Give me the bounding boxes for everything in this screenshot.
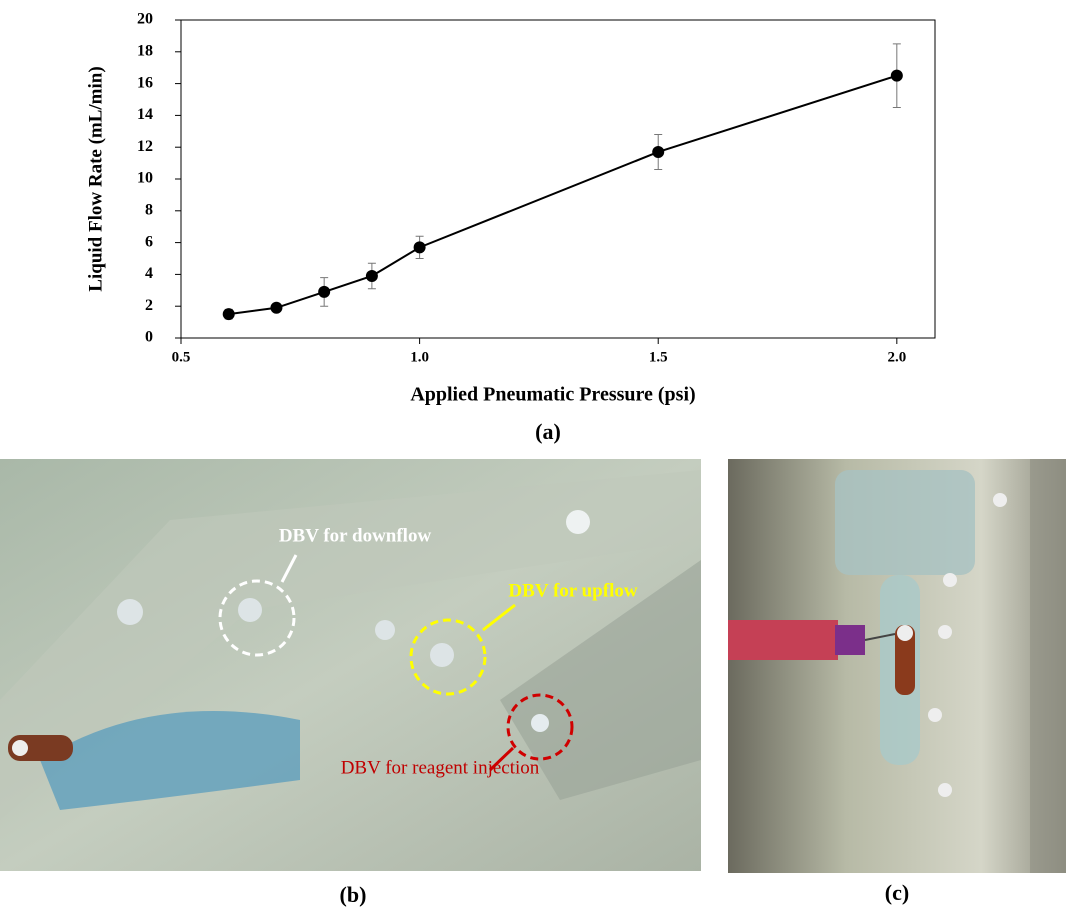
y-tick-label: 18	[137, 42, 153, 59]
y-tick-label: 2	[145, 297, 153, 314]
panel-label: (c)	[885, 880, 909, 905]
x-axis-label: Applied Pneumatic Pressure (psi)	[410, 384, 695, 406]
photo-annotation: DBV for reagent injection	[341, 757, 540, 778]
x-tick-label: 2.0	[887, 349, 906, 365]
x-tick-label: 1.0	[410, 349, 429, 365]
data-line	[228, 74, 898, 316]
plot-frame	[180, 19, 936, 339]
y-tick-label: 10	[137, 170, 153, 187]
data-point	[413, 241, 426, 254]
panel-label: (b)	[340, 882, 367, 907]
y-tick-label: 12	[137, 138, 153, 155]
panel-label: (a)	[535, 419, 561, 444]
y-axis-label: Liquid Flow Rate (mL/min)	[85, 66, 106, 291]
data-point	[652, 145, 665, 158]
data-point	[890, 69, 903, 82]
photo-c	[728, 459, 1066, 873]
x-tick-label: 0.5	[172, 349, 191, 365]
y-tick-label: 16	[137, 74, 153, 91]
y-tick-label: 8	[145, 201, 153, 218]
y-tick-label: 4	[145, 265, 153, 282]
x-tick-label: 1.5	[649, 349, 668, 365]
y-tick-label: 20	[137, 11, 153, 28]
data-point	[365, 269, 378, 282]
photo-b	[0, 459, 701, 871]
y-tick-label: 6	[145, 233, 153, 250]
photo-annotation: DBV for upflow	[508, 580, 637, 601]
data-point	[270, 301, 283, 314]
y-tick-label: 0	[145, 329, 153, 346]
data-point	[222, 308, 235, 321]
data-point	[318, 285, 331, 298]
y-tick-label: 14	[137, 106, 153, 123]
photo-annotation: DBV for downflow	[279, 525, 432, 546]
